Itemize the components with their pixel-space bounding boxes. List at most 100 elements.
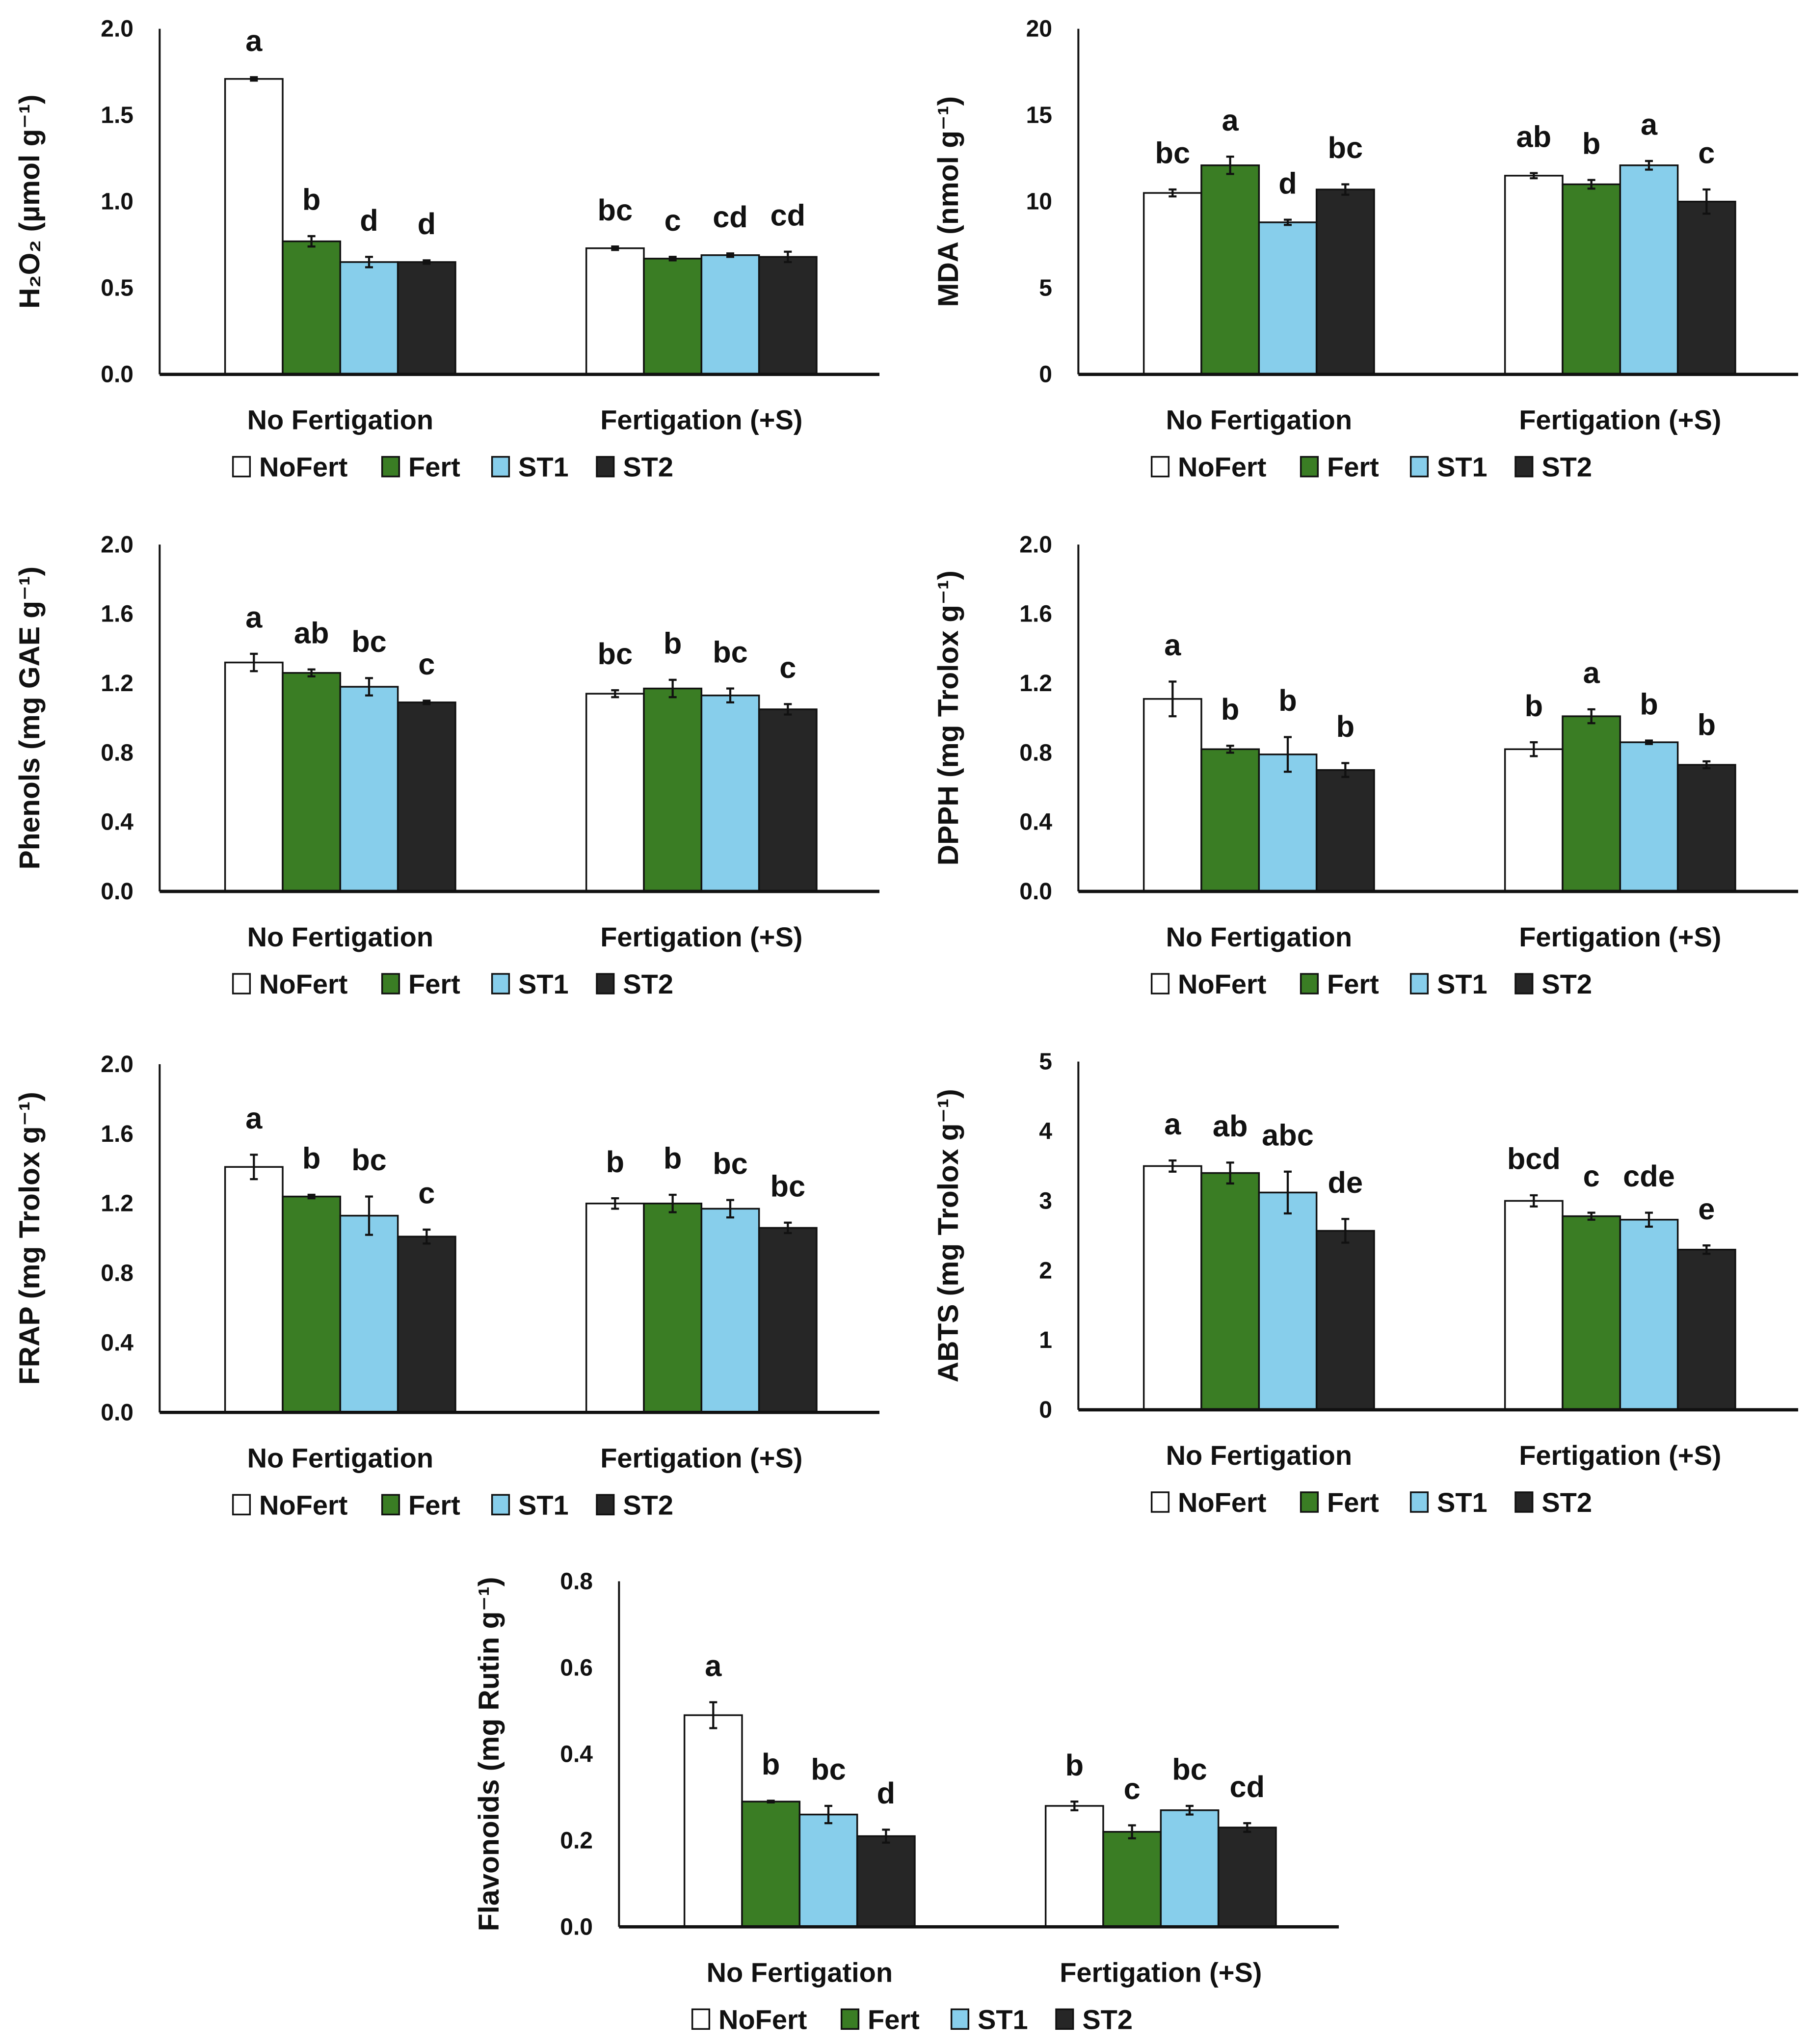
error-bar [250, 76, 258, 82]
y-axis-label: Flavonoids (mg Rutin g⁻¹) [473, 1577, 505, 1931]
legend-item-fert: Fert [840, 2004, 920, 2035]
y-tick-label: 0.0 [101, 1399, 133, 1425]
error-bar [784, 1221, 792, 1235]
legend-item-fert: Fert [1300, 968, 1379, 999]
legend-swatch [1300, 973, 1319, 995]
error-bar [423, 259, 431, 265]
x-category-label: Fertigation (+S) [1519, 921, 1721, 952]
bar-nofert [585, 247, 645, 376]
error-bar [668, 256, 677, 262]
error-bar [1341, 1218, 1350, 1244]
bar-st1 [339, 686, 399, 892]
legend-item-fert: Fert [1300, 1487, 1379, 1518]
legend-swatch [1150, 973, 1170, 995]
error-bar [709, 1701, 717, 1729]
bar-st1 [1258, 753, 1318, 892]
error-bar [668, 1193, 677, 1213]
bar-nofert [224, 661, 284, 892]
y-tick-label: 0.2 [560, 1828, 593, 1854]
bar-fert [643, 258, 703, 376]
legend-label: ST1 [518, 968, 569, 999]
error-bar [250, 1154, 258, 1181]
bar-nofert [1504, 175, 1564, 376]
bar-nofert [1044, 1805, 1104, 1928]
bar-fert [1102, 1831, 1162, 1928]
bar-st2 [397, 701, 456, 892]
significance-letter: ab [1213, 1109, 1248, 1143]
legend-label: NoFert [1178, 968, 1266, 999]
legend-item-st1: ST1 [950, 2004, 1028, 2035]
error-bar [1341, 183, 1350, 196]
bar-st1 [798, 1813, 858, 1928]
error-bar [726, 687, 734, 704]
y-tick-label: 1 [1039, 1327, 1052, 1353]
legend-swatch [1514, 1491, 1534, 1513]
legend-swatch [491, 1494, 510, 1516]
significance-letter: a [1164, 628, 1181, 662]
bar-st2 [758, 256, 818, 376]
bar-nofert [1504, 1200, 1564, 1411]
bar-fert [1200, 164, 1260, 376]
bar-st1 [1619, 741, 1679, 892]
x-category-label: Fertigation (+S) [1060, 1957, 1262, 1988]
significance-letter: de [1328, 1165, 1363, 1199]
legend-label: Fert [1327, 452, 1379, 483]
legend-label: NoFert [259, 968, 347, 999]
y-tick-label: 1.2 [101, 671, 133, 697]
significance-letter: c [779, 650, 796, 684]
error-bar [668, 678, 677, 699]
error-bar [365, 677, 373, 697]
significance-letter: b [762, 1747, 780, 1781]
y-tick-label: 0.0 [560, 1914, 593, 1940]
significance-letter: ab [294, 616, 329, 649]
significance-letter: a [245, 1101, 263, 1135]
significance-letter: a [705, 1648, 722, 1682]
y-tick-label: 2.0 [1019, 532, 1052, 558]
legend-label: ST1 [518, 1489, 569, 1520]
legend-item-st2: ST2 [1514, 452, 1592, 483]
y-tick-label: 0.8 [101, 1261, 133, 1287]
bar-fert [643, 1203, 703, 1414]
x-category-label: No Fertigation [247, 921, 434, 952]
legend-item-fert: Fert [381, 452, 460, 483]
bar-fert [282, 240, 342, 376]
significance-letter: a [245, 600, 263, 634]
legend-swatch [1514, 973, 1534, 995]
legend-item-st1: ST1 [1409, 968, 1487, 999]
legend-swatch [381, 456, 400, 478]
y-tick-label: 5 [1039, 275, 1052, 301]
significance-letter: ab [1516, 119, 1552, 153]
y-tick-label: 10 [1026, 189, 1052, 215]
legend-label: ST2 [623, 968, 673, 999]
legend-item-st2: ST2 [596, 452, 673, 483]
legend-item-st1: ST1 [491, 452, 569, 483]
chart-phenols: 0.0 0.4 0.8 1.2 1.6 2.0 Phenols (mg GAE g⁻¹) a a… [14, 532, 879, 999]
y-tick-label: 1.6 [101, 1121, 133, 1147]
bar-st2 [1315, 188, 1375, 376]
legend: NoFert Fert ST1 ST2 [1150, 968, 1592, 999]
y-tick-label: 15 [1026, 103, 1052, 129]
significance-letter: cd [770, 198, 806, 232]
error-bar [423, 699, 431, 705]
significance-letter: bc [713, 635, 748, 669]
legend: NoFert Fert ST1 ST2 [1150, 452, 1592, 483]
y-tick-label: 0.8 [101, 740, 133, 766]
error-bar [726, 1199, 734, 1219]
error-bar [1645, 739, 1653, 745]
error-bar [1284, 736, 1292, 773]
bar-fert [1562, 183, 1621, 376]
legend: NoFert Fert ST1 ST2 [232, 452, 673, 483]
bar-st2 [758, 708, 818, 892]
y-tick-label: 2.0 [101, 532, 133, 558]
error-bar [784, 703, 792, 716]
bar-nofert [1142, 192, 1202, 376]
legend-item-st1: ST1 [491, 1489, 569, 1520]
error-bar [1587, 1211, 1595, 1221]
legend-item-st1: ST1 [1409, 1487, 1487, 1518]
legend-item-nofert: NoFert [1150, 452, 1266, 483]
legend-swatch [1055, 2008, 1074, 2030]
legend-label: ST2 [623, 452, 673, 483]
bar-fert [1200, 1172, 1260, 1411]
